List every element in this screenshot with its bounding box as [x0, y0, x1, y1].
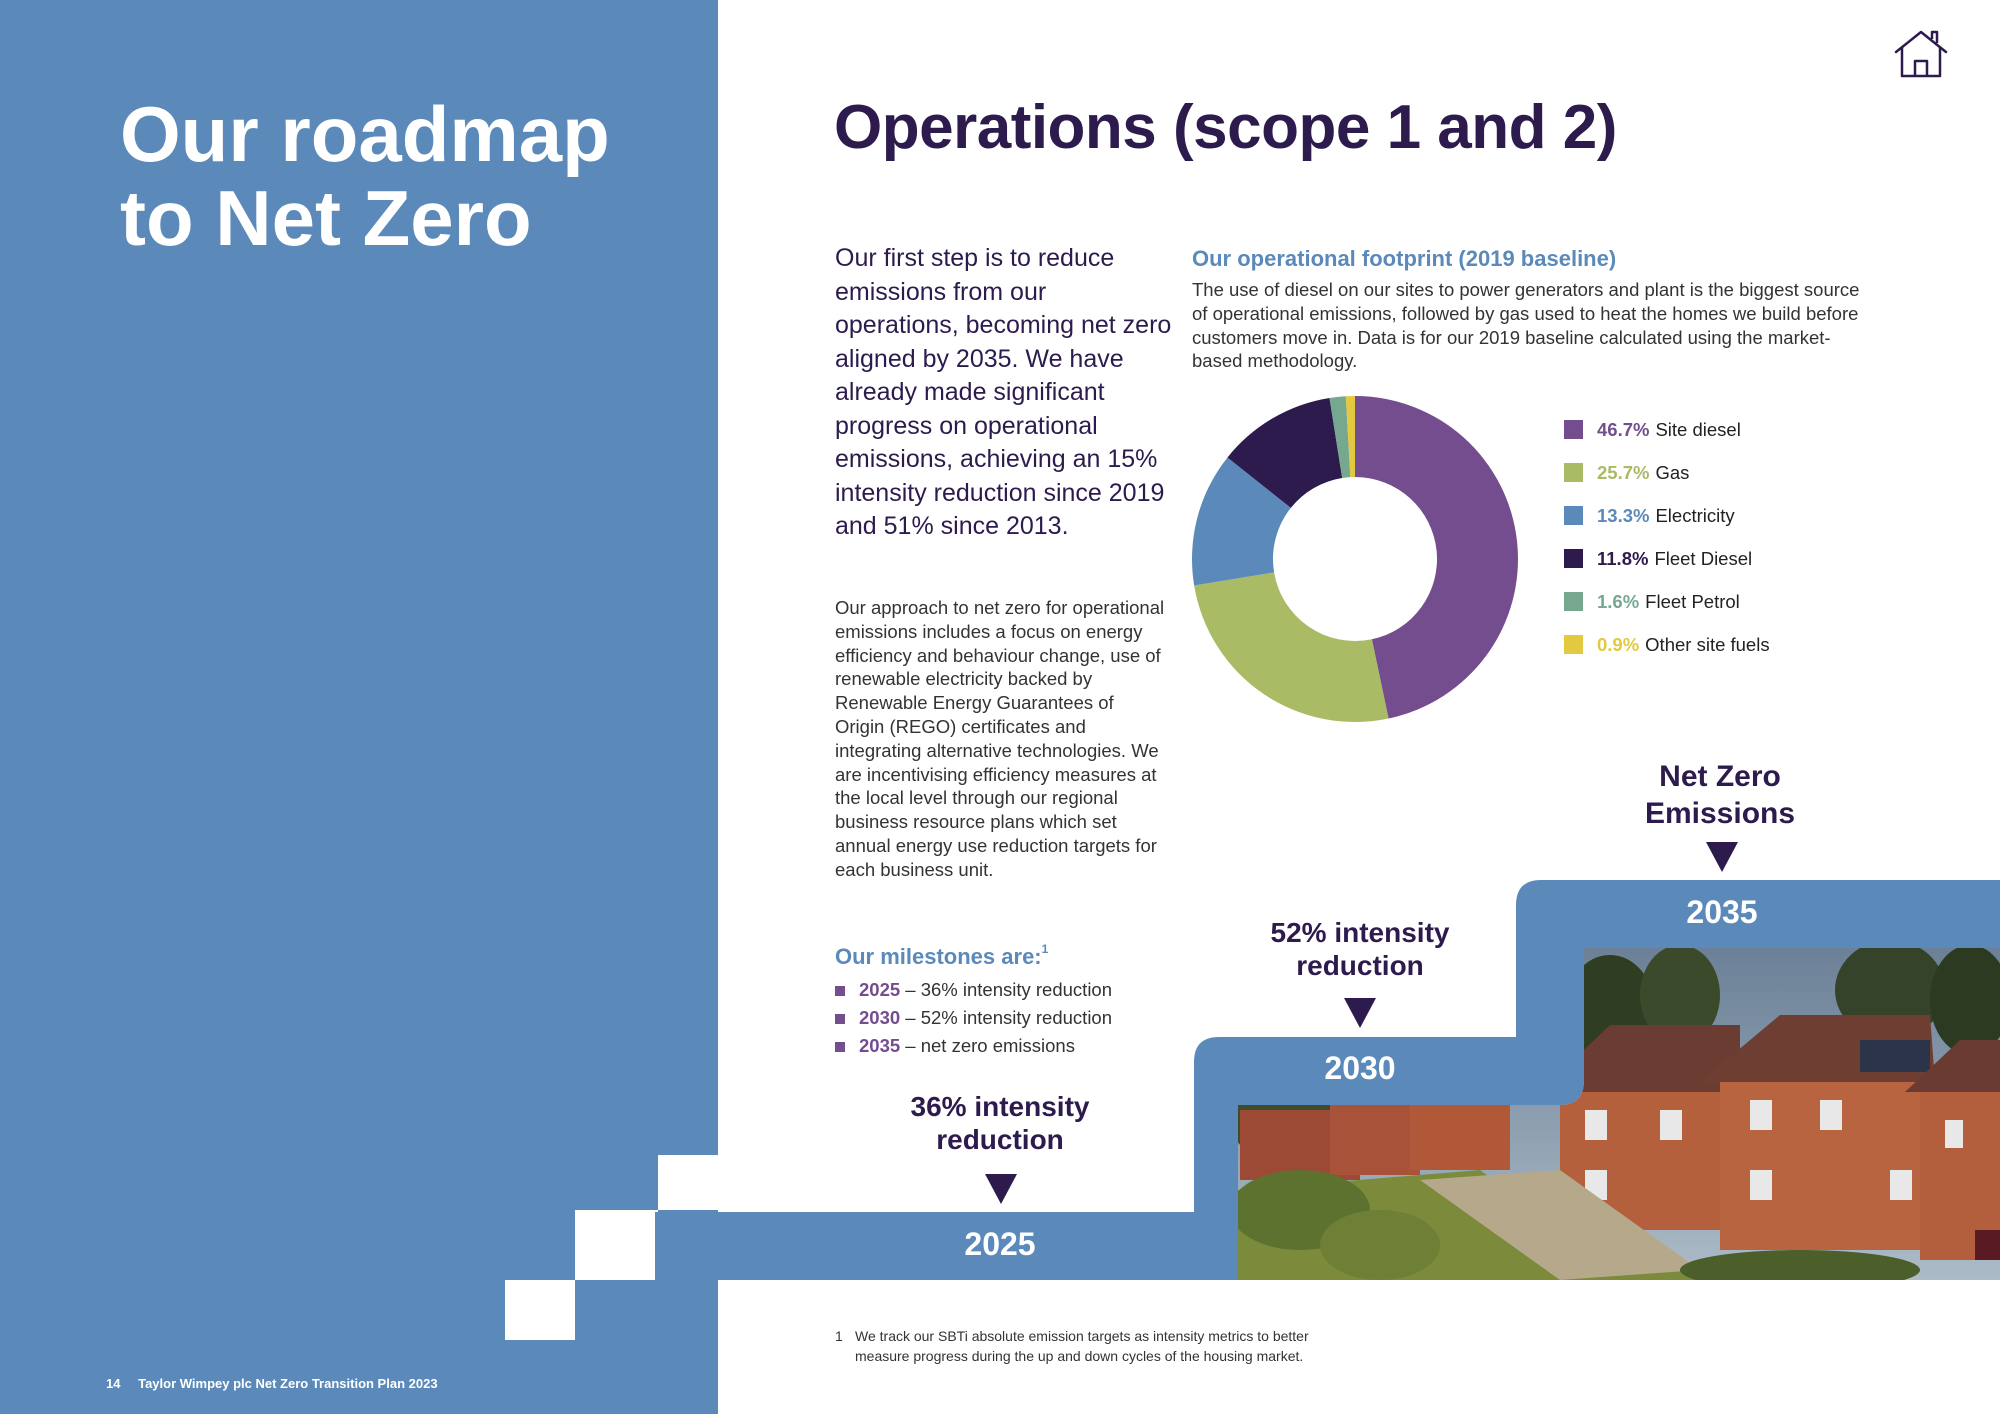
legend-swatch	[1564, 420, 1583, 439]
legend-label: Fleet Diesel	[1654, 547, 1753, 569]
legend-percent: 46.7%	[1597, 418, 1650, 440]
houses-photo	[1238, 948, 2000, 1280]
step-2035-label: Net Zero Emissions	[1644, 760, 1796, 830]
legend-item: 11.8% Fleet Diesel	[1564, 537, 1770, 580]
donut-slice-site-diesel	[1355, 396, 1518, 719]
down-arrow-icon	[985, 1174, 1017, 1204]
down-arrow-icon	[1706, 842, 1738, 872]
milestone-item: 2030 – 52% intensity reduction	[835, 1004, 1112, 1032]
page-title: Operations (scope 1 and 2)	[834, 93, 1617, 162]
donut-slice-fleet-petrol	[1329, 396, 1351, 479]
footnote-text: We track our SBTi absolute emission targ…	[855, 1328, 1309, 1364]
page-number: 14	[106, 1376, 121, 1391]
legend-label: Gas	[1655, 461, 1690, 483]
bullet-square-icon	[835, 1042, 845, 1052]
legend-item: 13.3% Electricity	[1564, 494, 1770, 537]
footprint-text: The use of diesel on our sites to power …	[1192, 279, 1860, 372]
step-2025-label: 36% intensity reduction	[910, 1091, 1090, 1155]
section-title: Our roadmap to Net Zero	[120, 90, 610, 262]
bullet-square-icon	[835, 986, 845, 996]
footnote-number: 1	[835, 1328, 843, 1344]
legend-percent: 25.7%	[1597, 461, 1650, 483]
legend-percent: 1.6%	[1597, 590, 1640, 612]
donut-slice-fleet-diesel	[1227, 398, 1343, 508]
step-2035-year: 2035	[1686, 894, 1758, 930]
chart-legend: 46.7% Site diesel 25.7% Gas 13.3% Electr…	[1564, 408, 1770, 666]
document-name: Taylor Wimpey plc Net Zero Transition Pl…	[138, 1376, 438, 1391]
milestones-list: 2025 – 36% intensity reduction 2030 – 52…	[835, 976, 1112, 1060]
milestone-text: – 52% intensity reduction	[900, 1007, 1113, 1028]
donut-slice-electricity	[1192, 457, 1291, 586]
legend-percent: 11.8%	[1597, 547, 1649, 569]
footnote: 1 We track our SBTi absolute emission ta…	[835, 1326, 1355, 1366]
step-2030-year: 2030	[1324, 1050, 1396, 1086]
legend-percent: 0.9%	[1597, 633, 1640, 655]
milestone-item: 2035 – net zero emissions	[835, 1032, 1112, 1060]
roadmap-band	[655, 880, 2000, 1280]
milestone-item: 2025 – 36% intensity reduction	[835, 976, 1112, 1004]
legend-item: 25.7% Gas	[1564, 451, 1770, 494]
pixel-block	[575, 1210, 658, 1280]
left-panel	[0, 0, 718, 1414]
pixel-block	[575, 1280, 718, 1340]
legend-label: Fleet Petrol	[1645, 590, 1740, 612]
lead-paragraph: Our first step is to reduce emissions fr…	[835, 244, 1172, 540]
legend-swatch	[1564, 635, 1583, 654]
milestone-text: – 36% intensity reduction	[900, 979, 1113, 1000]
down-arrow-icon	[1344, 998, 1376, 1028]
donut-slice-gas	[1194, 572, 1389, 722]
legend-item: 1.6% Fleet Petrol	[1564, 580, 1770, 623]
pixel-block	[658, 1155, 718, 1210]
footprint-heading: Our operational footprint (2019 baseline…	[1192, 246, 1617, 271]
emissions-donut-chart	[1192, 396, 1518, 722]
body-paragraph: Our approach to net zero for operational…	[835, 597, 1165, 880]
milestone-year: 2030	[859, 1007, 901, 1028]
footnote-ref: 1	[1041, 942, 1049, 956]
milestones-heading: Our milestones are:1	[835, 942, 1049, 970]
legend-swatch	[1564, 549, 1583, 568]
bullet-square-icon	[835, 1014, 845, 1024]
legend-swatch	[1564, 592, 1583, 611]
pixel-block	[505, 1280, 575, 1340]
legend-label: Other site fuels	[1645, 633, 1770, 655]
legend-swatch	[1564, 463, 1583, 482]
milestones-heading-text: Our milestones are:	[835, 944, 1042, 969]
milestone-year: 2025	[859, 979, 901, 1000]
milestone-year: 2035	[859, 1035, 901, 1056]
step-2030-label: 52% intensity reduction	[1270, 917, 1450, 981]
home-icon[interactable]	[1892, 28, 1950, 80]
legend-item: 46.7% Site diesel	[1564, 408, 1770, 451]
legend-label: Site diesel	[1655, 418, 1741, 440]
legend-percent: 13.3%	[1597, 504, 1650, 526]
page-footer: 14 Taylor Wimpey plc Net Zero Transition…	[106, 1376, 438, 1391]
legend-label: Electricity	[1655, 504, 1735, 526]
legend-item: 0.9% Other site fuels	[1564, 623, 1770, 666]
donut-slice-other-site-fuels	[1345, 396, 1355, 478]
step-2025-year: 2025	[964, 1226, 1036, 1262]
milestone-text: – net zero emissions	[900, 1035, 1075, 1056]
legend-swatch	[1564, 506, 1583, 525]
